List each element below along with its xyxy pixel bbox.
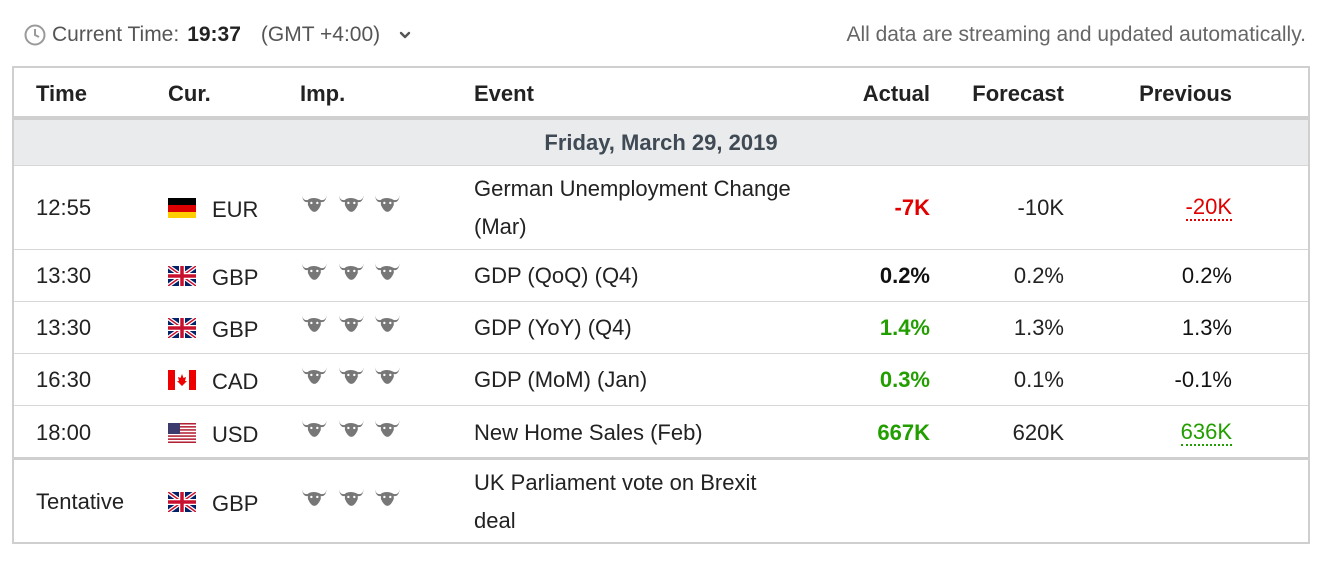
bull-icon	[301, 420, 327, 437]
table-row[interactable]: 13:30 GBP GDP (QoQ) (Q4) 0.2% 0.2% 0.2%	[14, 250, 1308, 302]
current-time-label: Current Time:	[52, 23, 180, 46]
bull-icon	[375, 315, 401, 332]
bull-icon	[375, 263, 401, 280]
col-event[interactable]: Event	[474, 81, 534, 106]
forecast-value: 0.1%	[1013, 367, 1064, 392]
col-actual[interactable]: Actual	[862, 81, 930, 106]
actual-value: 0.2%	[879, 263, 930, 288]
forecast-value: -10K	[1017, 195, 1064, 220]
event-time: Tentative	[36, 489, 125, 514]
current-time-value: 19:37	[187, 23, 241, 46]
clock-icon	[24, 24, 46, 46]
importance-rating	[300, 259, 402, 281]
forecast-value: 1.3%	[1013, 315, 1064, 340]
bull-icon	[301, 263, 327, 280]
streaming-note: All data are streaming and updated autom…	[846, 23, 1306, 46]
forecast-value: 0.2%	[1013, 263, 1064, 288]
actual-value: 0.3%	[879, 367, 930, 392]
previous-value[interactable]: -20K	[1185, 194, 1232, 221]
economic-calendar-table: Time Cur. Imp. Event Actual Forecast Pre…	[12, 66, 1310, 544]
bull-icon	[375, 195, 401, 212]
event-name[interactable]: UK Parliament vote on Brexit deal	[474, 470, 757, 533]
bull-icon	[375, 420, 401, 437]
table-row[interactable]: 13:30 GBP GDP (YoY) (Q4) 1.4% 1.3% 1.3%	[14, 302, 1308, 354]
uk-flag	[168, 266, 196, 286]
col-forecast[interactable]: Forecast	[972, 81, 1064, 106]
col-previous[interactable]: Previous	[1139, 81, 1232, 106]
table-row[interactable]: 18:00 USD New Home Sales (Feb) 667K 620K 636K	[14, 406, 1308, 460]
currency-code: CAD	[212, 369, 259, 394]
usa-flag	[168, 423, 196, 443]
bull-icon	[301, 315, 327, 332]
bull-icon	[338, 263, 364, 280]
bull-icon	[338, 489, 364, 506]
actual-value: 667K	[877, 420, 930, 445]
date-heading: Friday, March 29, 2019	[544, 129, 778, 155]
currency-code: USD	[212, 422, 259, 447]
event-time: 13:30	[36, 315, 92, 340]
event-name[interactable]: GDP (QoQ) (Q4)	[474, 263, 639, 288]
bull-icon	[338, 367, 364, 384]
col-time[interactable]: Time	[36, 81, 87, 106]
date-heading-row: Friday, March 29, 2019	[14, 120, 1308, 166]
actual-value: 1.4%	[879, 315, 930, 340]
importance-rating	[300, 363, 402, 385]
uk-flag	[168, 318, 196, 338]
bull-icon	[301, 489, 327, 506]
bull-icon	[338, 315, 364, 332]
event-name[interactable]: GDP (MoM) (Jan)	[474, 367, 648, 392]
timezone-selector[interactable]: (GMT +4:00)	[260, 23, 381, 46]
table-row[interactable]: 12:55 EUR German Unemployment Change (Mar) -…	[14, 166, 1308, 250]
currency-code: GBP	[212, 265, 259, 290]
top-bar: Current Time: 19:37 (GMT +4:00) All data…	[24, 18, 1306, 52]
event-name[interactable]: New Home Sales (Feb)	[474, 420, 703, 445]
bull-icon	[375, 489, 401, 506]
event-time: 18:00	[36, 420, 92, 445]
event-name[interactable]: GDP (YoY) (Q4)	[474, 315, 632, 340]
germany-flag	[168, 198, 196, 218]
previous-value: 0.2%	[1181, 263, 1232, 288]
chevron-down-icon[interactable]	[398, 28, 412, 42]
importance-rating	[300, 191, 402, 213]
event-time: 16:30	[36, 367, 92, 392]
col-importance[interactable]: Imp.	[300, 81, 346, 106]
actual-value: -7K	[894, 195, 930, 220]
importance-rating	[300, 485, 402, 507]
importance-rating	[300, 416, 402, 438]
forecast-value: 620K	[1012, 420, 1064, 445]
uk-flag	[168, 492, 196, 512]
table-row[interactable]: 16:30 CAD GDP (MoM) (Jan) 0.3% 0.1% -0.1%	[14, 354, 1308, 406]
event-time: 13:30	[36, 263, 92, 288]
currency-code: EUR	[212, 197, 259, 222]
bull-icon	[301, 195, 327, 212]
bull-icon	[338, 195, 364, 212]
bull-icon	[338, 420, 364, 437]
bull-icon	[301, 367, 327, 384]
currency-code: GBP	[212, 491, 259, 516]
importance-rating	[300, 311, 402, 333]
canada-flag	[168, 370, 196, 390]
currency-code: GBP	[212, 317, 259, 342]
col-currency[interactable]: Cur.	[168, 81, 211, 106]
previous-value: -0.1%	[1174, 367, 1232, 392]
event-time: 12:55	[36, 195, 92, 220]
event-name[interactable]: German Unemployment Change (Mar)	[474, 176, 791, 239]
bull-icon	[375, 367, 401, 384]
previous-value[interactable]: 636K	[1180, 419, 1232, 446]
table-row[interactable]: Tentative GBP UK Parliament vote on Brexit…	[14, 460, 1308, 544]
previous-value: 1.3%	[1181, 315, 1232, 340]
table-header: Time Cur. Imp. Event Actual Forecast Pre…	[14, 68, 1308, 120]
